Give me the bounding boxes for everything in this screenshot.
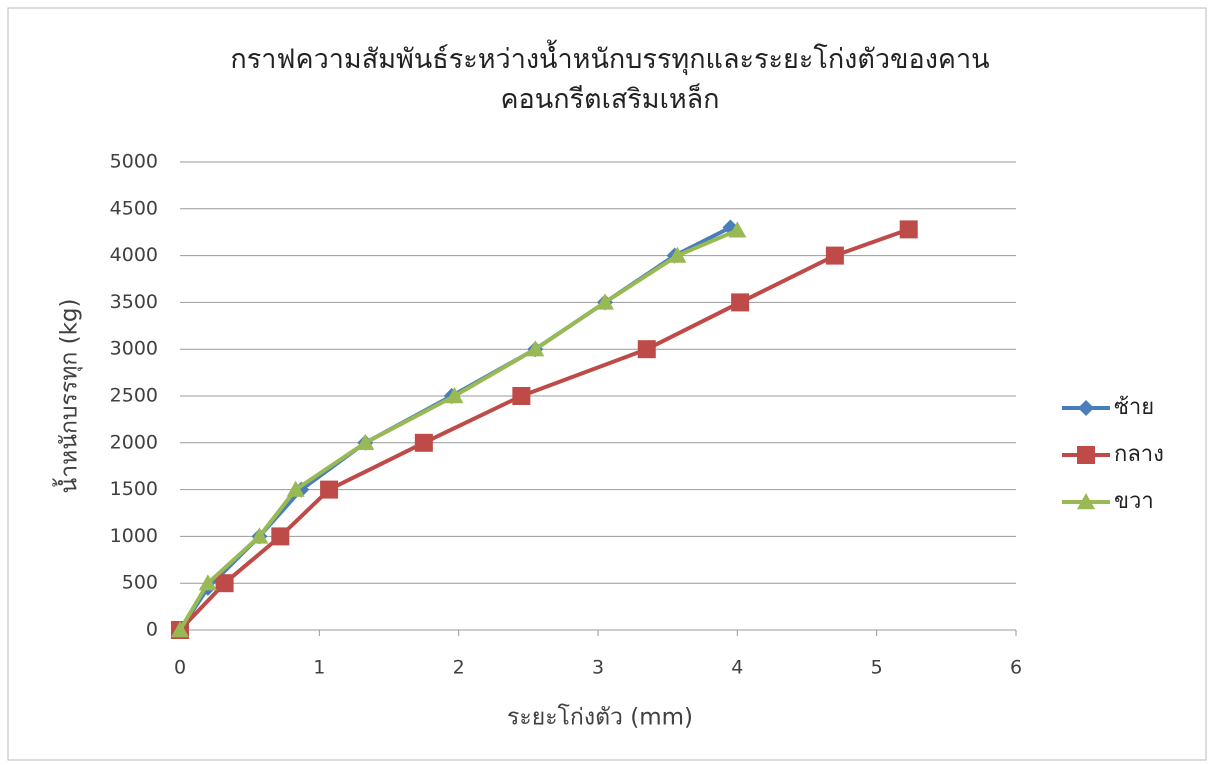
y-tick-label: 0 [146, 619, 158, 641]
y-tick-label: 2500 [110, 385, 158, 407]
marker [415, 434, 433, 452]
y-tick-label: 5000 [110, 151, 158, 173]
marker [826, 247, 844, 265]
y-tick-label: 3000 [110, 338, 158, 360]
marker [900, 220, 918, 238]
x-tick-label: 6 [1010, 657, 1022, 679]
x-tick-label: 4 [731, 657, 743, 679]
marker [638, 340, 656, 358]
page: ระยะโก่งตัว (mm) น้ำหนักบรรทุก (kg) 0 500… [0, 0, 1216, 765]
y-tick-label: 1500 [110, 478, 158, 500]
y-tick-label: 3500 [110, 291, 158, 313]
chart-title: กราฟความสัมพันธ์ระหว่างน้ำหนักบรรทุกและร… [130, 40, 1090, 120]
x-tick-label: 3 [592, 657, 604, 679]
legend-label: ซ้าย [1114, 395, 1154, 420]
x-tick-label: 1 [313, 657, 325, 679]
y-tick-label: 4500 [110, 197, 158, 219]
marker [731, 293, 749, 311]
x-tick-label: 5 [871, 657, 883, 679]
x-axis-label: ระยะโก่งตัว (mm) [507, 704, 693, 731]
marker [216, 574, 234, 592]
y-tick-label: 1000 [110, 525, 158, 547]
marker [1077, 446, 1095, 464]
y-tick-label: 2000 [110, 431, 158, 453]
x-tick-label: 0 [174, 657, 186, 679]
chart-border [8, 8, 1206, 760]
y-tick-label: 4000 [110, 244, 158, 266]
marker [512, 387, 530, 405]
x-tick-label: 2 [453, 657, 465, 679]
y-tick-label: 500 [122, 572, 158, 594]
y-axis-label: น้ำหนักบรรทุก (kg) [53, 298, 83, 493]
marker [320, 481, 338, 499]
legend-label: กลาง [1114, 442, 1164, 467]
legend-label: ขวา [1114, 489, 1154, 514]
marker [271, 527, 289, 545]
